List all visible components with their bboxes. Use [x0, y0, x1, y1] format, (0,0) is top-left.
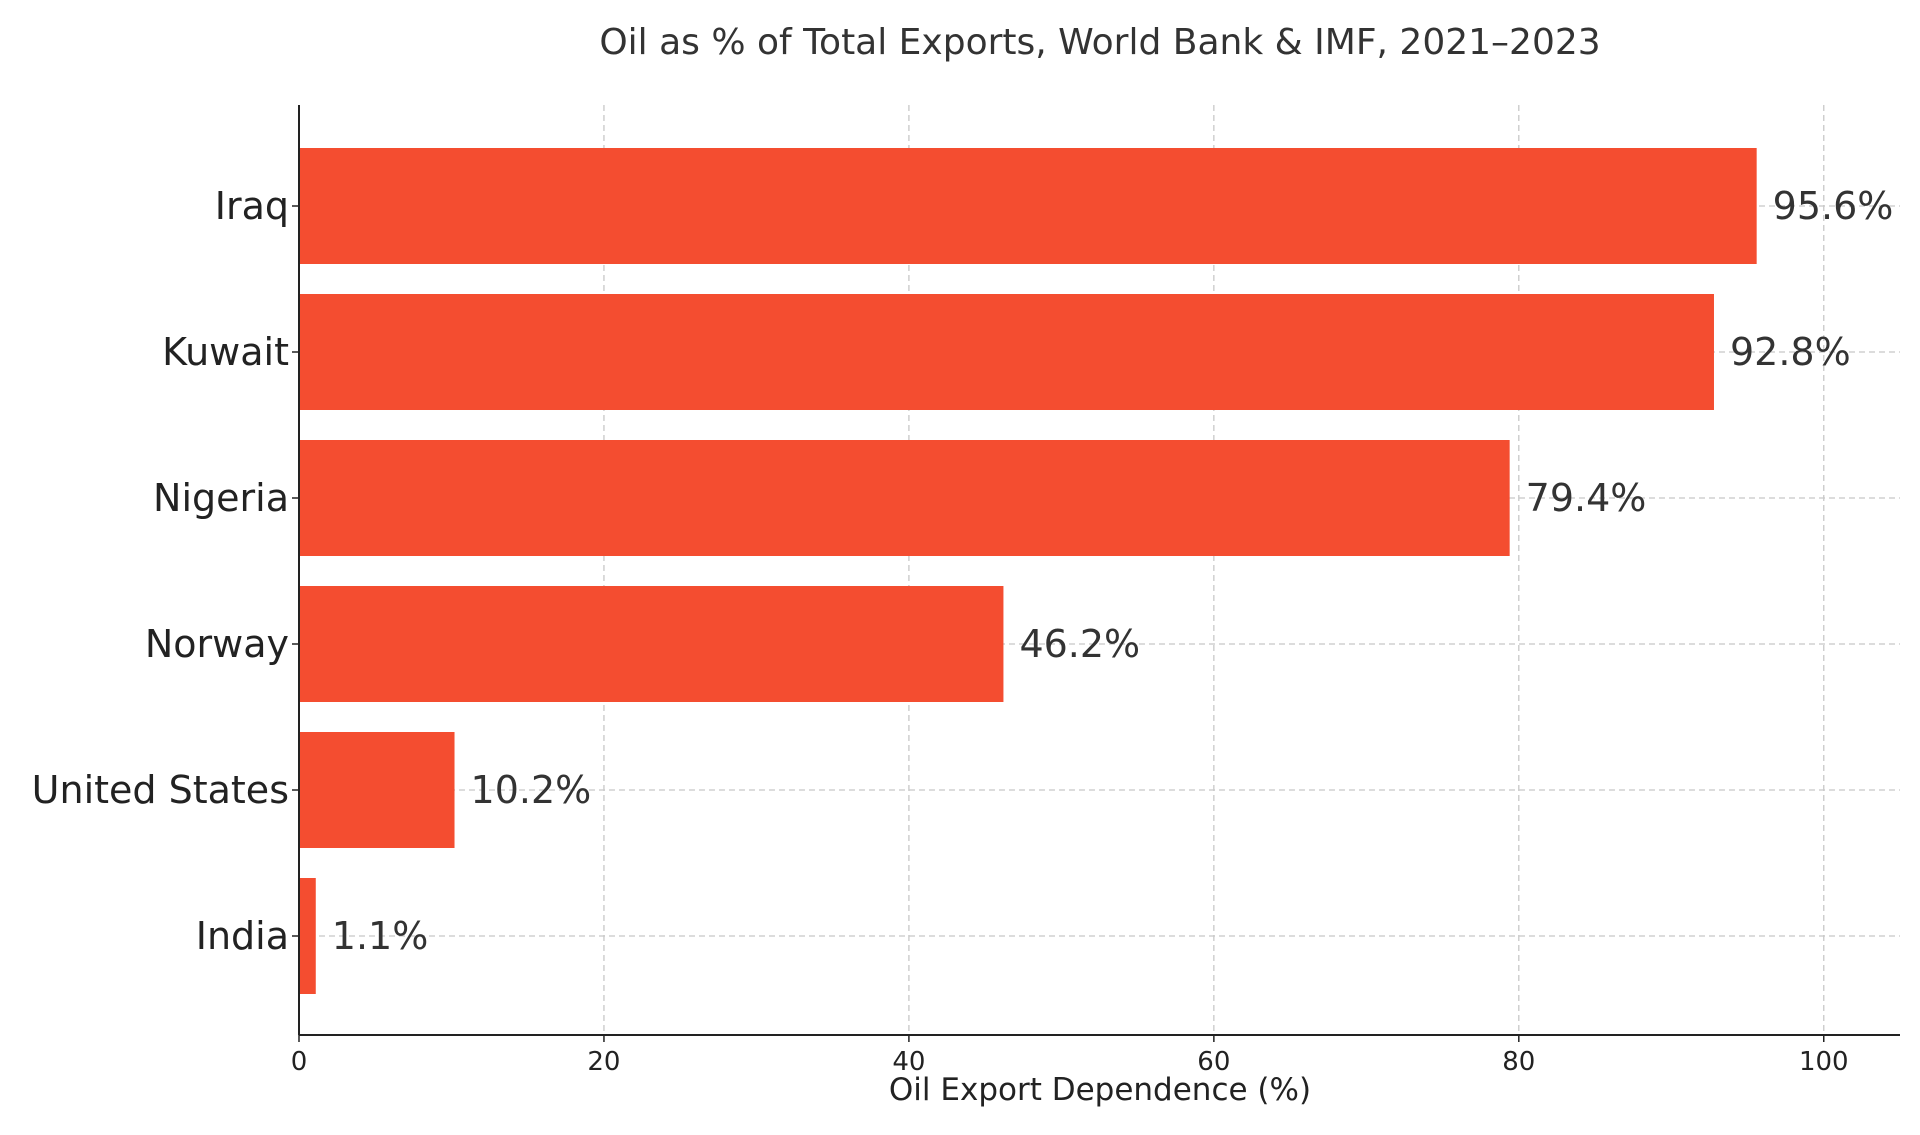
value-label: 95.6% [1773, 184, 1894, 228]
x-tick-label: 100 [1799, 1047, 1849, 1077]
x-tick-label: 60 [1197, 1047, 1230, 1077]
x-axis-label: Oil Export Dependence (%) [889, 1072, 1311, 1108]
value-label: 46.2% [1019, 622, 1140, 666]
bar [299, 148, 1757, 264]
value-label: 79.4% [1526, 476, 1647, 520]
category-label: Kuwait [162, 330, 289, 374]
value-label: 10.2% [471, 768, 592, 812]
value-label: 92.8% [1730, 330, 1851, 374]
bar [299, 294, 1714, 410]
x-tick-label: 80 [1502, 1047, 1535, 1077]
x-tick-label: 40 [892, 1047, 925, 1077]
x-tick-label: 0 [291, 1047, 308, 1077]
category-label: Nigeria [153, 476, 289, 520]
x-tick-label: 20 [587, 1047, 620, 1077]
category-label: Iraq [215, 184, 289, 228]
bar [299, 878, 316, 994]
bar [299, 586, 1004, 702]
bar [299, 732, 455, 848]
chart-title: Oil as % of Total Exports, World Bank & … [599, 22, 1600, 63]
category-label: United States [32, 768, 289, 812]
category-label: India [196, 914, 289, 958]
value-label: 1.1% [332, 914, 429, 958]
bar [299, 440, 1510, 556]
labels: Iraq 95.6% Kuwait 92.8% Nigeria 79.4% Norway 46… [32, 184, 1894, 1077]
category-label: Norway [145, 622, 289, 666]
axes [292, 105, 1900, 1042]
bars [299, 148, 1757, 994]
